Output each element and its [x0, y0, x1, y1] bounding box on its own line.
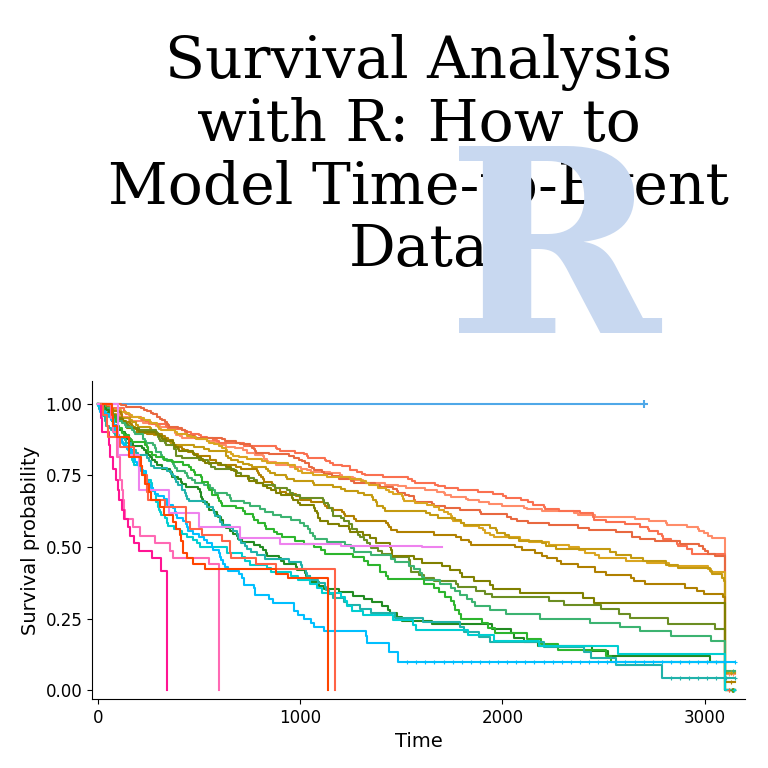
- X-axis label: Time: Time: [395, 732, 442, 751]
- Text: R: R: [447, 138, 660, 386]
- Text: Survival Analysis
with R: How to
Model Time-to-Event
Data: Survival Analysis with R: How to Model T…: [108, 34, 729, 279]
- Y-axis label: Survival probability: Survival probability: [21, 445, 40, 634]
